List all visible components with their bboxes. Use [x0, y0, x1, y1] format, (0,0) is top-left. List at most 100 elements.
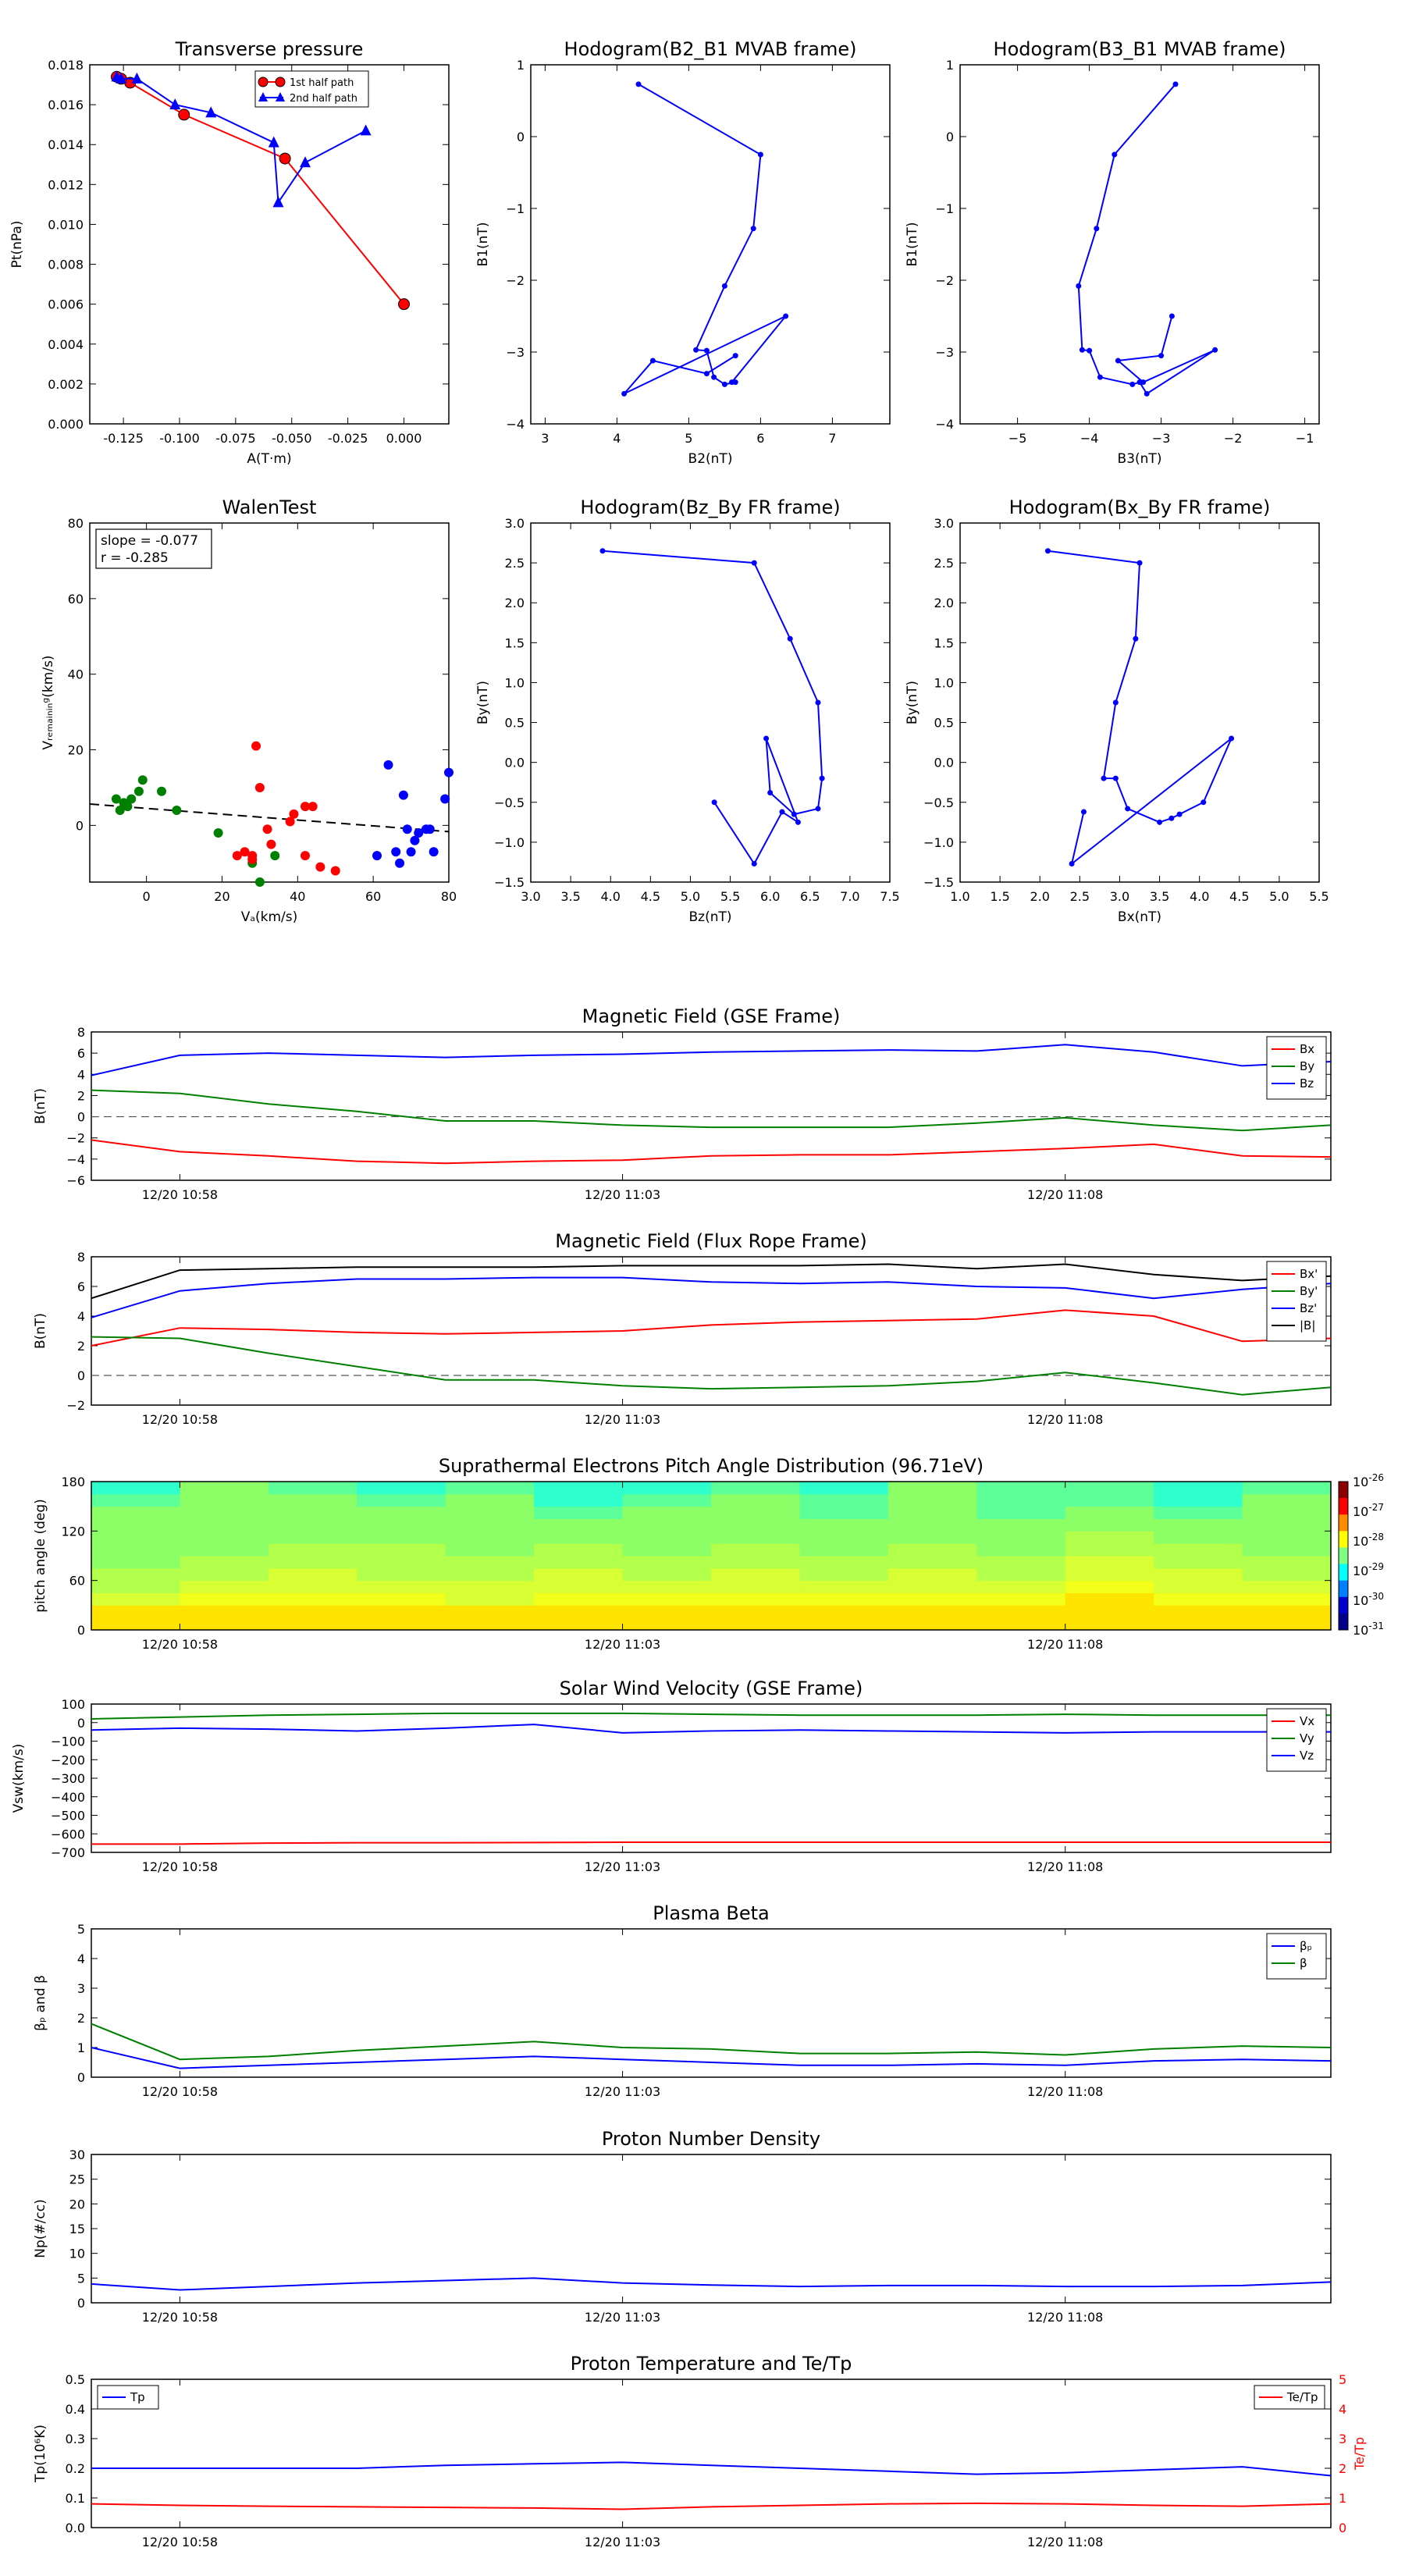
colorbar-segment — [1339, 1514, 1348, 1532]
x-tick-label: 3.0 — [521, 889, 540, 904]
chart-title: WalenTest — [222, 496, 317, 518]
heatmap-cell — [799, 1580, 889, 1593]
data-point — [819, 775, 825, 781]
data-point — [1176, 811, 1183, 817]
plot-frame — [89, 64, 450, 425]
x-axis-label: A(T·m) — [247, 451, 291, 467]
heatmap-cell — [976, 1605, 1066, 1618]
heatmap-cell — [534, 1580, 624, 1593]
legend-label: 1st half path — [290, 77, 354, 89]
heatmap-cell — [91, 1567, 180, 1582]
heatmap-cell — [268, 1506, 357, 1519]
legend-label: Bx — [1300, 1042, 1314, 1056]
heatmap-cell — [1065, 1556, 1154, 1569]
heatmap-cell — [445, 1556, 535, 1569]
data-point — [1172, 81, 1179, 87]
y-tick-label: 2 — [77, 1088, 85, 1103]
colorbar-segment — [1339, 1564, 1348, 1582]
x-tick-label: 1.5 — [990, 889, 1009, 904]
heatmap-cell — [268, 1543, 357, 1557]
y-tick-label: 2.0 — [934, 596, 954, 610]
x-tick-label: 6.0 — [760, 889, 780, 904]
plot-frame — [959, 64, 1320, 425]
y-tick-label: 30 — [69, 2147, 85, 2162]
heatmap-cell — [180, 1567, 269, 1582]
y-tick-label: −500 — [51, 1809, 85, 1823]
heatmap-cell — [1065, 1605, 1154, 1618]
x-tick-label: 4.0 — [600, 889, 620, 904]
data-point — [703, 347, 710, 354]
data-point — [262, 824, 272, 834]
y-tick-label: −2 — [66, 1398, 85, 1413]
data-point — [1112, 775, 1119, 781]
y-tick-label: −2 — [66, 1131, 85, 1146]
x-tick-label: 12/20 11:03 — [585, 1412, 660, 1427]
data-point — [429, 847, 439, 857]
colorbar-tick-label: 10-29 — [1353, 1561, 1384, 1578]
y-tick-label: 20 — [69, 2197, 85, 2211]
heatmap-cell — [1065, 1506, 1154, 1519]
y-tick-label: −3 — [506, 345, 525, 360]
y-tick-label: 15 — [69, 2222, 85, 2236]
data-point — [410, 835, 420, 845]
plot-frame — [530, 522, 891, 883]
heatmap-cell — [711, 1580, 800, 1593]
chart-title: Hodogram(B2_B1 MVAB frame) — [564, 38, 857, 60]
data-point — [398, 298, 410, 311]
data-point — [751, 860, 757, 866]
heatmap-cell — [1242, 1482, 1332, 1495]
y-tick-label: 60 — [68, 592, 84, 607]
x-tick-label: 12/20 11:08 — [1027, 2310, 1103, 2325]
data-point — [1079, 347, 1085, 353]
y-tick-label: 6 — [77, 1279, 85, 1294]
data-point — [169, 98, 181, 110]
x-tick-label: 12/20 11:08 — [1027, 1412, 1103, 1427]
y-tick-label: −200 — [51, 1752, 85, 1767]
data-point — [247, 854, 258, 864]
heatmap-cell — [976, 1531, 1066, 1544]
legend-label: β — [1300, 1956, 1307, 1970]
series-line — [91, 1309, 1332, 1347]
plot-frame — [91, 2154, 1332, 2304]
plot-frame — [89, 522, 450, 883]
plot-frame — [530, 64, 891, 425]
heatmap-cell — [91, 1605, 180, 1618]
colorbar-tick-label: 10-28 — [1353, 1532, 1384, 1549]
x-tick-label: 3 — [541, 431, 549, 446]
x-tick-label: 20 — [214, 889, 229, 904]
heatmap-cell — [445, 1493, 535, 1507]
heatmap-cell — [887, 1592, 977, 1606]
series-line — [1077, 84, 1216, 395]
y-axis-label: B(nT) — [33, 1313, 48, 1349]
heatmap-cell — [799, 1543, 889, 1557]
data-point — [172, 806, 182, 815]
heatmap-cell — [357, 1493, 446, 1507]
heatmap-cell — [445, 1531, 535, 1544]
heatmap-cell — [534, 1592, 624, 1606]
series-line — [91, 1724, 1331, 1734]
data-point — [1094, 226, 1100, 232]
heatmap-cell — [357, 1518, 446, 1532]
y-right-tick-label: 0 — [1339, 2521, 1346, 2535]
x-tick-label: 3.5 — [560, 889, 580, 904]
y-tick-label: 5 — [77, 1922, 85, 1937]
y-tick-label: 0.5 — [934, 716, 954, 731]
data-point — [111, 794, 121, 804]
y-tick-label: 25 — [69, 2172, 85, 2187]
data-point — [157, 786, 166, 796]
chart-tp_temp: Proton Temperature and Te/Tp 12/20 10:58 1… — [33, 2353, 1367, 2549]
chart-beta: Plasma Beta 12/20 10:58 12/20 11:03 12/20 1… — [33, 1902, 1332, 2099]
data-point — [757, 151, 763, 158]
plot-frame — [91, 1928, 1332, 2078]
heatmap-cell — [180, 1592, 269, 1606]
heatmap-cell — [711, 1518, 800, 1532]
x-tick-label: 4.0 — [1190, 889, 1209, 904]
data-point — [137, 775, 148, 785]
heatmap-cell — [1242, 1518, 1332, 1532]
data-point — [751, 560, 757, 566]
plot-frame — [91, 1481, 1332, 1631]
heatmap-cell — [887, 1605, 977, 1618]
heatmap-cell — [445, 1617, 535, 1631]
data-point — [133, 786, 144, 796]
x-tick-label: 12/20 11:08 — [1027, 2535, 1103, 2549]
